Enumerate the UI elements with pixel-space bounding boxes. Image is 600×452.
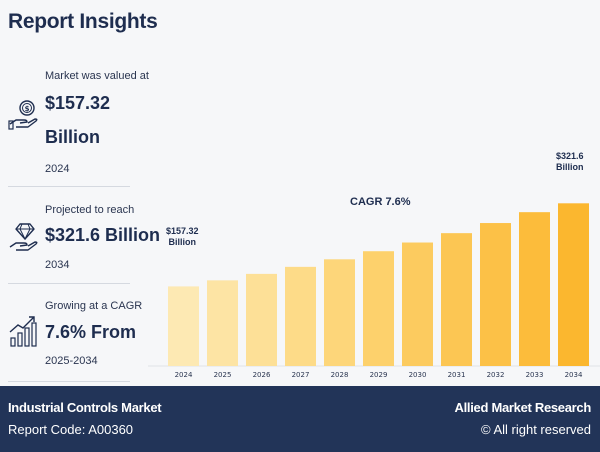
stat-year: 2024 [45, 163, 70, 175]
bar-2024 [168, 286, 199, 366]
page-title: Report Insights [8, 10, 158, 33]
copyright: © All right reserved [480, 422, 591, 437]
end-value-label: $321.6 Billion [556, 151, 584, 173]
bar-2025 [207, 280, 238, 366]
divider [8, 186, 130, 187]
chart-title: CAGR 7.6% [350, 196, 411, 208]
x-tick-label: 2028 [331, 371, 349, 379]
divider [8, 381, 130, 382]
svg-text:$: $ [25, 105, 30, 113]
x-tick-label: 2024 [175, 371, 193, 379]
start-value-label: $157.32 Billion [166, 226, 199, 248]
footer: Industrial Controls Market Report Code: … [0, 386, 600, 452]
end-value-amount: $321.6 [556, 151, 584, 161]
report-name: Industrial Controls Market [8, 400, 162, 415]
stat-market-value: Market was valued at $ $157.32 Billion 2… [8, 70, 149, 187]
stat-label: Market was valued at [45, 70, 149, 82]
stat-value-unit: Billion [45, 127, 100, 147]
bar-2034 [558, 203, 589, 366]
x-tick-label: 2032 [487, 371, 505, 379]
x-tick-label: 2029 [370, 371, 388, 379]
bar-chart: 2024 2025 2026 2027 2028 2029 2030 2031 2032 2033… [148, 203, 600, 379]
stat-label: Growing at a CAGR [45, 300, 143, 312]
stat-year: 2034 [45, 259, 70, 271]
x-tick-label: 2025 [214, 371, 232, 379]
x-tick-label: 2033 [526, 371, 544, 379]
stat-value: 7.6% From [45, 322, 137, 342]
stat-value: $321.6 Billion [45, 225, 161, 245]
start-value-unit: Billion [168, 237, 197, 247]
start-value-amount: $157.32 [166, 226, 199, 236]
growth-chart-icon [9, 316, 37, 347]
x-tick-label: 2030 [409, 371, 427, 379]
stat-cagr: Growing at a CAGR 7.6% From 2025-2034 [8, 300, 142, 404]
report-code: Report Code: A00360 [8, 422, 134, 437]
divider [8, 283, 130, 284]
stat-value: $157.32 [45, 93, 111, 113]
bar-2030 [402, 242, 433, 366]
bar-2032 [480, 223, 511, 366]
bar-2028 [324, 259, 355, 366]
bar-2026 [246, 273, 277, 366]
bar-2027 [285, 266, 316, 366]
diamond-hand-icon [9, 223, 38, 251]
stat-label: Projected to reach [45, 204, 135, 216]
money-hand-icon: $ [8, 100, 38, 130]
x-tick-label: 2027 [292, 371, 310, 379]
stat-projected-value: Projected to reach $321.6 Billion 2034 [8, 204, 160, 308]
bar-2029 [363, 251, 394, 366]
bar-2031 [441, 233, 472, 366]
stat-year: 2025-2034 [45, 355, 98, 367]
x-tick-label: 2034 [565, 371, 583, 379]
x-tick-label: 2031 [448, 371, 466, 379]
end-value-unit: Billion [556, 162, 584, 172]
brand-name: Allied Market Research [454, 400, 592, 415]
bar-2033 [519, 212, 550, 366]
x-tick-label: 2026 [253, 371, 271, 379]
